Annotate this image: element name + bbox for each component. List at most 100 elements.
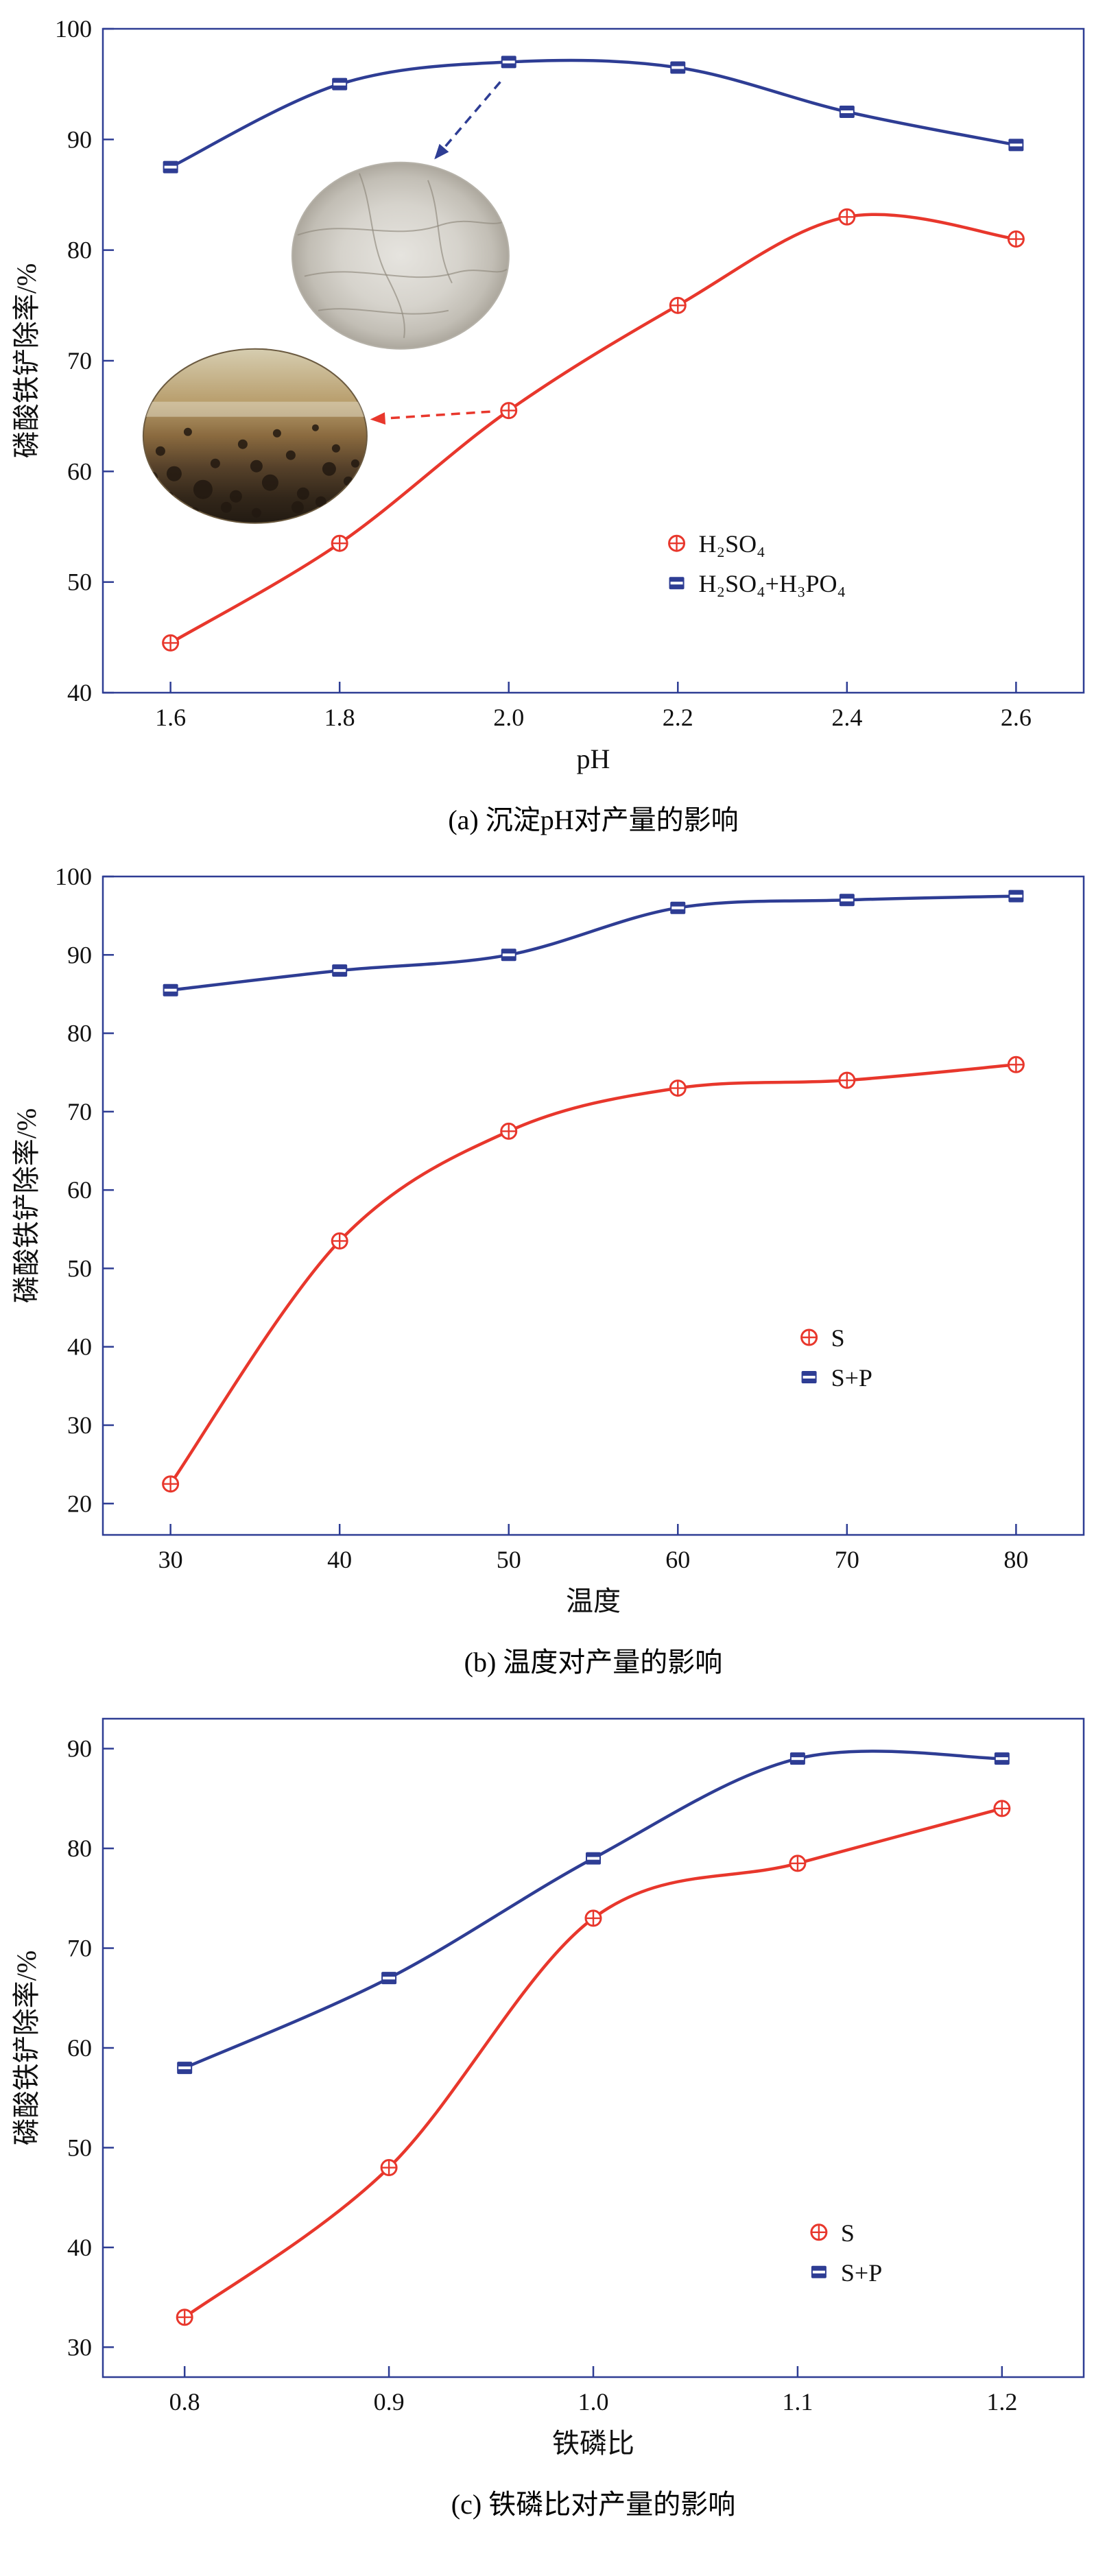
x-tick-label: 2.0 xyxy=(493,704,524,731)
y-tick-label: 40 xyxy=(67,1333,92,1361)
y-axis-title: 磷酸铁铲除率/% xyxy=(11,263,42,458)
chart-b: 20 30 40 50 60 70 80 90 100 30 40 50 60 70 80 温度 磷酸铁铲除率/… xyxy=(0,856,1118,1680)
y-tick-label: 100 xyxy=(55,863,92,890)
legend-label: H₂SO₄ xyxy=(699,530,765,558)
annotation-arrow-head xyxy=(434,143,449,160)
x-tick-label: 60 xyxy=(665,1546,690,1573)
y-tick-label: 50 xyxy=(67,1254,92,1282)
crack-line xyxy=(297,220,506,236)
data-point-marker xyxy=(586,1852,601,1865)
data-point-marker xyxy=(380,2159,398,2177)
data-point-marker xyxy=(381,1972,397,1985)
data-point-marker xyxy=(669,296,687,314)
data-point-marker xyxy=(839,894,855,907)
y-tick-label: 70 xyxy=(67,347,92,374)
chart-a-plot: 40 50 60 70 80 90 100 1.6 1.8 2.0 2.2 2.4 2.6 pH 磷酸铁铲除… xyxy=(0,7,1118,802)
data-point-marker xyxy=(994,1752,1010,1765)
data-point-marker xyxy=(177,2062,193,2075)
x-tick-label: 1.8 xyxy=(324,704,355,731)
y-tick-label: 30 xyxy=(67,1411,92,1439)
data-point-marker xyxy=(162,634,180,652)
x-tick-label: 1.2 xyxy=(986,2388,1017,2416)
figure-page: 40 50 60 70 80 90 100 1.6 1.8 2.0 2.2 2.4 2.6 pH 磷酸铁铲除… xyxy=(0,7,1118,2520)
data-point-marker xyxy=(162,1475,180,1493)
data-point-marker xyxy=(176,2309,193,2326)
crack-line xyxy=(318,308,449,315)
inset-photo-dark-precipitate xyxy=(142,348,368,524)
chart-b-caption: (b) 温度对产量的影响 xyxy=(464,1647,723,1678)
y-tick-label: 60 xyxy=(67,2034,92,2062)
x-tick-label: 0.9 xyxy=(374,2388,405,2416)
data-point-marker xyxy=(801,1371,817,1383)
chart-a-caption: (a) 沉淀pH对产量的影响 xyxy=(448,804,739,835)
y-tick-label: 80 xyxy=(67,237,92,264)
y-tick-label: 70 xyxy=(67,1098,92,1125)
series-line xyxy=(169,213,1018,645)
data-point-marker xyxy=(332,77,348,91)
series-line xyxy=(169,894,1018,992)
series-line xyxy=(169,1063,1018,1486)
annotation-arrow xyxy=(370,410,490,421)
x-tick-label: 1.1 xyxy=(782,2388,813,2416)
data-point-marker xyxy=(838,1071,856,1089)
data-point-marker xyxy=(332,964,348,977)
data-point-marker xyxy=(811,2265,826,2278)
data-point-marker xyxy=(584,1909,602,1927)
x-tick-label: 2.6 xyxy=(1001,704,1032,731)
crack-line xyxy=(427,180,453,284)
x-tick-label: 2.4 xyxy=(831,704,862,731)
x-tick-label: 70 xyxy=(835,1546,859,1573)
chart-svg: 20 30 40 50 60 70 80 90 100 30 40 50 60 70 80 温度 磷酸铁铲除率/… xyxy=(11,863,1085,1617)
crack-line xyxy=(359,173,405,338)
legend: S S+P xyxy=(810,2219,882,2287)
x-tick-label: 0.8 xyxy=(169,2388,200,2416)
data-point-marker xyxy=(670,61,686,74)
y-tick-label: 80 xyxy=(67,1835,92,1862)
data-point-marker xyxy=(839,106,855,118)
data-point-marker xyxy=(501,949,516,962)
legend-label: S+P xyxy=(831,1364,872,1392)
data-point-marker xyxy=(1008,139,1024,152)
series-line xyxy=(169,58,1018,169)
y-tick-label: 90 xyxy=(67,126,92,153)
data-point-marker xyxy=(800,1328,818,1346)
y-tick-label: 40 xyxy=(67,679,92,706)
y-axis-title: 磷酸铁铲除率/% xyxy=(11,1108,42,1303)
data-point-marker xyxy=(668,534,686,552)
y-tick-label: 50 xyxy=(67,569,92,596)
x-axis-title: pH xyxy=(577,743,610,774)
x-tick-label: 80 xyxy=(1003,1546,1028,1573)
data-point-marker xyxy=(163,160,178,174)
annotation-arrow xyxy=(433,81,501,160)
series-line xyxy=(182,1806,1004,2319)
x-tick-label: 1.6 xyxy=(155,704,186,731)
y-tick-label: 30 xyxy=(67,2333,92,2361)
y-tick-label: 90 xyxy=(67,941,92,968)
data-point-marker xyxy=(669,577,685,590)
y-tick-label: 100 xyxy=(55,15,92,43)
chart-svg: 40 50 60 70 80 90 100 1.6 1.8 2.0 2.2 2.4 2.6 pH 磷酸铁铲除… xyxy=(11,15,1085,774)
chart-c-caption: (c) 铁磷比对产量的影响 xyxy=(451,2489,736,2520)
data-point-marker xyxy=(669,1080,687,1097)
data-point-marker xyxy=(838,208,856,226)
x-tick-label: 30 xyxy=(158,1546,183,1573)
y-tick-label: 20 xyxy=(67,1490,92,1517)
annotation-arrow-head xyxy=(370,412,386,425)
legend: S S+P xyxy=(800,1324,872,1392)
legend: H₂SO₄ H₂SO₄+H₃PO₄ xyxy=(668,530,846,597)
data-point-marker xyxy=(331,534,348,552)
plot-frame xyxy=(102,875,1085,1536)
data-point-marker xyxy=(163,983,178,997)
data-point-marker xyxy=(1008,890,1024,903)
y-tick-label: 70 xyxy=(67,1935,92,1962)
data-point-marker xyxy=(789,1752,805,1765)
inset-photo-light-precipitate xyxy=(291,161,510,350)
x-tick-label: 50 xyxy=(497,1546,521,1573)
chart-c-plot: 30 40 50 60 70 80 90 0.8 0.9 1.0 1.1 1.2 铁磷比 磷酸铁铲除率/%… xyxy=(0,1698,1118,2487)
legend-label: S xyxy=(841,2219,855,2247)
y-tick-label: 50 xyxy=(67,2134,92,2161)
data-point-marker xyxy=(1007,1056,1025,1073)
data-point-marker xyxy=(789,1855,807,1872)
data-point-marker xyxy=(993,1800,1011,1817)
legend-label: S xyxy=(831,1324,845,1352)
